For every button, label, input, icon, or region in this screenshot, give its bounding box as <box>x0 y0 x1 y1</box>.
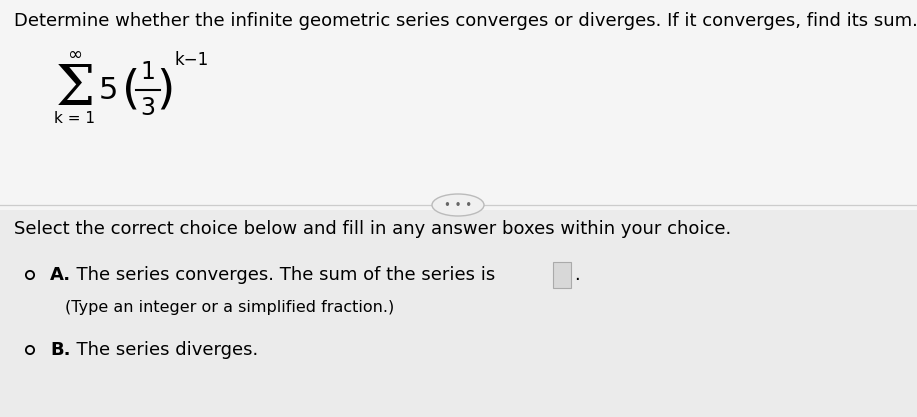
Text: 1: 1 <box>140 60 156 84</box>
Text: .: . <box>574 266 580 284</box>
Text: Determine whether the infinite geometric series converges or diverges. If it con: Determine whether the infinite geometric… <box>14 12 917 30</box>
Text: The series diverges.: The series diverges. <box>65 341 259 359</box>
Text: Σ: Σ <box>55 63 94 117</box>
Text: k = 1: k = 1 <box>54 111 95 126</box>
Text: The series converges. The sum of the series is: The series converges. The sum of the ser… <box>65 266 495 284</box>
Bar <box>0 0 917 210</box>
Text: 3: 3 <box>140 96 156 120</box>
Text: B.: B. <box>50 341 71 359</box>
Text: (Type an integer or a simplified fraction.): (Type an integer or a simplified fractio… <box>65 300 394 315</box>
Bar <box>0 210 917 417</box>
Text: ): ) <box>156 68 174 113</box>
Text: • • •: • • • <box>444 198 472 211</box>
Bar <box>553 262 571 288</box>
Text: (: ( <box>122 68 140 113</box>
Ellipse shape <box>432 194 484 216</box>
Text: k−1: k−1 <box>174 51 208 69</box>
Text: A.: A. <box>50 266 72 284</box>
Text: ∞: ∞ <box>68 46 83 64</box>
Text: 5: 5 <box>98 75 117 105</box>
Text: Select the correct choice below and fill in any answer boxes within your choice.: Select the correct choice below and fill… <box>14 220 731 238</box>
